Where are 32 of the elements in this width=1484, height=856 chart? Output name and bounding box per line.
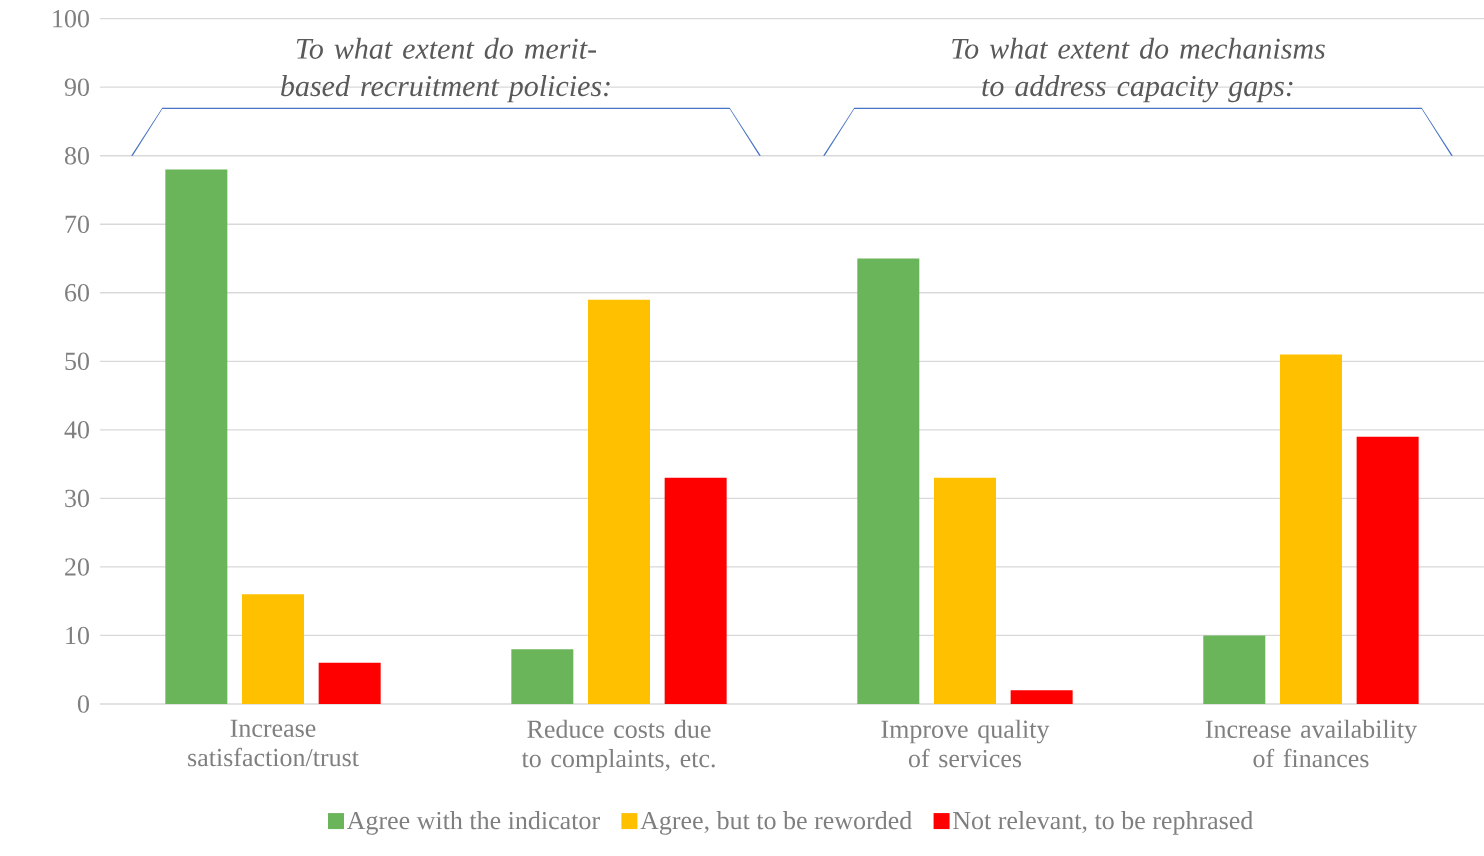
bar — [242, 594, 304, 704]
y-tick-label: 60 — [65, 284, 89, 302]
y-tick-label: 100 — [53, 9, 89, 28]
bar — [1279, 354, 1342, 704]
bar — [857, 258, 920, 704]
x-tick-label: Reduce costs due to complaints, etc. — [521, 719, 715, 773]
legend-label: Agree with the indicator — [346, 811, 600, 835]
bar — [664, 477, 727, 704]
bar — [1356, 436, 1419, 704]
bar — [933, 477, 996, 704]
bar — [1203, 635, 1266, 704]
y-tick-label: 10 — [66, 626, 89, 645]
y-tick-label: 80 — [64, 146, 89, 165]
legend-label: Agree, but to be reworded — [640, 811, 912, 835]
annotation: To what extent do merit-based recruitment policies: — [281, 37, 610, 103]
y-tick-label: 90 — [64, 78, 89, 96]
bar — [511, 649, 574, 704]
bar — [318, 662, 381, 704]
bar — [1010, 690, 1073, 704]
y-tick-label: 0 — [77, 695, 89, 713]
bar — [587, 299, 650, 704]
legend-label: Not relevant, to be rephrased — [953, 811, 1253, 835]
y-tick-label: 70 — [65, 215, 89, 234]
annotation: To what extent do mechanisms to address capacity gaps: — [952, 37, 1325, 103]
bar — [165, 169, 228, 704]
y-tick-label: 40 — [64, 421, 89, 439]
x-tick-label: Improve quality of services — [881, 719, 1050, 768]
x-tick-label: Increase availability of finances — [1205, 719, 1418, 768]
x-tick-label: Increase satisfaction/trust — [188, 719, 359, 767]
y-tick-label: 30 — [65, 489, 89, 508]
y-tick-label: 50 — [65, 352, 89, 371]
y-tick-label: 20 — [65, 558, 89, 576]
